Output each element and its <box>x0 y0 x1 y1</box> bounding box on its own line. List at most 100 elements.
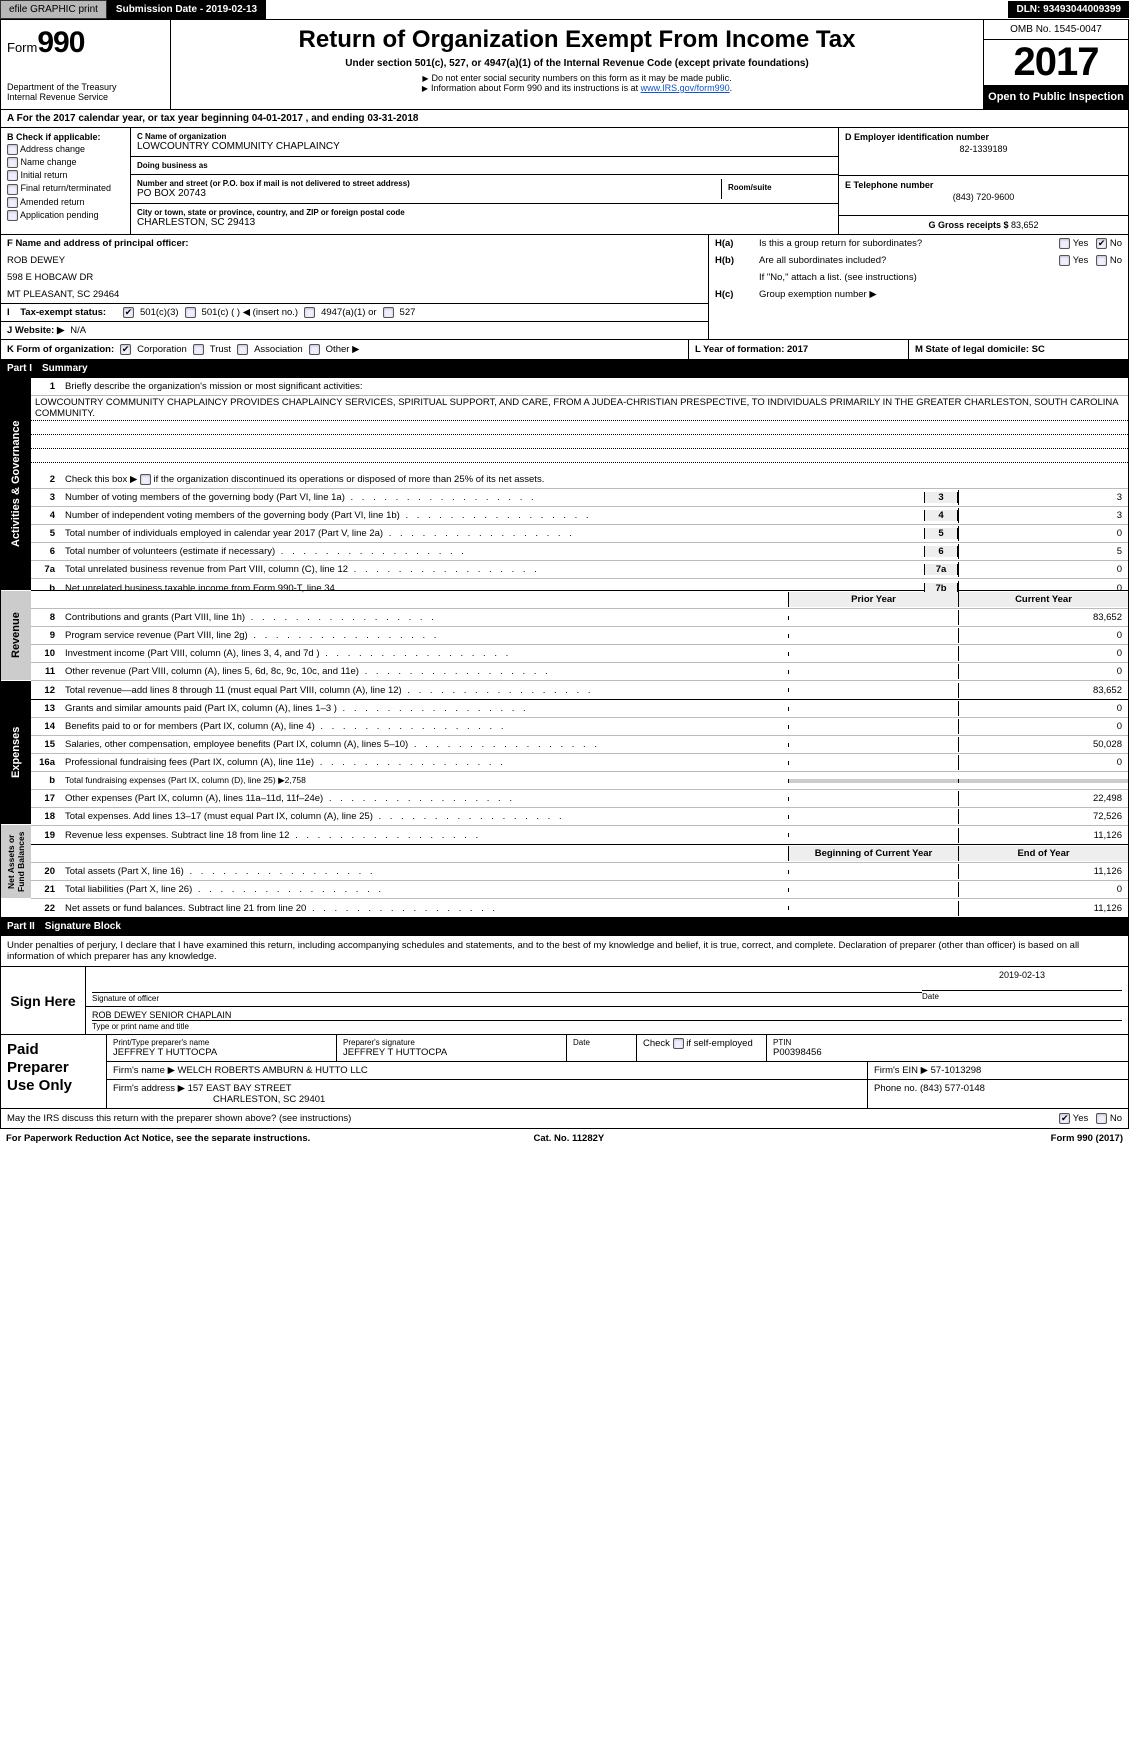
cb-hb-yes[interactable] <box>1059 255 1070 266</box>
officer-addr1: 598 E HOBCAW DR <box>7 272 93 283</box>
form-subtitle: Under section 501(c), 527, or 4947(a)(1)… <box>181 58 973 69</box>
hdr-beg-year: Beginning of Current Year <box>788 846 958 861</box>
hb-no: No <box>1110 255 1122 266</box>
hdr-prior-year: Prior Year <box>788 592 958 607</box>
column-deg: D Employer identification number 82-1339… <box>838 128 1128 234</box>
line-b: b Total fundraising expenses (Part IX, c… <box>31 772 1128 790</box>
form-990-big: 990 <box>37 26 84 59</box>
l-year-formation: L Year of formation: 2017 <box>695 344 808 355</box>
ha-label: H(a) <box>715 238 759 249</box>
cb-discuss-yes[interactable] <box>1059 1113 1070 1124</box>
ptin-value: P00398456 <box>773 1047 1122 1058</box>
mission-blank-1 <box>31 421 1128 435</box>
cb-app-pending[interactable] <box>7 210 18 221</box>
city-label: City or town, state or province, country… <box>137 208 832 217</box>
hc-text: Group exemption number ▶ <box>759 289 1122 300</box>
column-h: H(a) Is this a group return for subordin… <box>708 235 1128 339</box>
block-fhij: F Name and address of principal officer:… <box>0 235 1129 340</box>
lbl-address-change: Address change <box>20 144 85 154</box>
firm-phone: (843) 577-0148 <box>920 1083 985 1094</box>
hb-label: H(b) <box>715 255 759 266</box>
line-19: 19 Revenue less expenses. Subtract line … <box>31 826 1128 844</box>
cb-initial-return[interactable] <box>7 170 18 181</box>
signature-block: Under penalties of perjury, I declare th… <box>0 936 1129 1035</box>
footer-cat-no: Cat. No. 11282Y <box>533 1133 604 1144</box>
ptin-label: PTIN <box>773 1038 1122 1047</box>
mission-blank-3 <box>31 449 1128 463</box>
paid-preparer-block: Paid Preparer Use Only Print/Type prepar… <box>0 1035 1129 1109</box>
cb-other[interactable] <box>309 344 320 355</box>
cb-501c3[interactable] <box>123 307 134 318</box>
website-label: J Website: ▶ <box>7 325 64 336</box>
opt-corp: Corporation <box>137 344 187 355</box>
vtab-net-assets: Net Assets or Fund Balances <box>1 825 31 899</box>
org-name: LOWCOUNTRY COMMUNITY CHAPLAINCY <box>137 141 832 152</box>
line-12: 12 Total revenue—add lines 8 through 11 … <box>31 681 1128 699</box>
cb-ha-no[interactable] <box>1096 238 1107 249</box>
submission-date: Submission Date - 2019-02-13 <box>107 0 266 19</box>
cb-name-change[interactable] <box>7 157 18 168</box>
gross-receipts-label: G Gross receipts $ <box>928 220 1011 230</box>
line-7a: 7a Total unrelated business revenue from… <box>31 561 1128 579</box>
hb-note: If "No," attach a list. (see instruction… <box>759 272 917 283</box>
cb-address-change[interactable] <box>7 144 18 155</box>
gross-receipts-value: 83,652 <box>1011 220 1039 230</box>
cb-527[interactable] <box>383 307 394 318</box>
firm-ein-label: Firm's EIN ▶ <box>874 1065 928 1076</box>
part1-title: Summary <box>42 363 88 374</box>
part1-grid: Activities & Governance Revenue Expenses… <box>0 378 1129 918</box>
cb-501c[interactable] <box>185 307 196 318</box>
vtab-expenses: Expenses <box>1 681 31 825</box>
room-label: Room/suite <box>728 183 826 192</box>
top-bar: efile GRAPHIC print Submission Date - 20… <box>0 0 1129 19</box>
irs-discuss-text: May the IRS discuss this return with the… <box>7 1113 351 1124</box>
phone-value: (843) 720-9600 <box>845 192 1122 202</box>
line-21: 21 Total liabilities (Part X, line 26) 0 <box>31 881 1128 899</box>
m-state-domicile: M State of legal domicile: SC <box>915 344 1045 355</box>
signature-declaration: Under penalties of perjury, I declare th… <box>1 936 1128 966</box>
opt-501c: 501(c) ( ) ◀ (insert no.) <box>202 307 299 318</box>
firm-addr-label: Firm's address ▶ <box>113 1083 185 1094</box>
firm-addr: 157 EAST BAY STREET <box>188 1083 292 1094</box>
department-label: Department of the Treasury Internal Reve… <box>7 82 164 102</box>
line-4: 4 Number of independent voting members o… <box>31 507 1128 525</box>
line-15: 15 Salaries, other compensation, employe… <box>31 736 1128 754</box>
ein-value: 82-1339189 <box>845 144 1122 154</box>
efile-print-button[interactable]: efile GRAPHIC print <box>0 0 107 19</box>
cb-self-employed[interactable] <box>673 1038 684 1049</box>
cb-corp[interactable] <box>120 344 131 355</box>
part2-title: Signature Block <box>45 921 121 932</box>
vtab-revenue: Revenue <box>1 591 31 681</box>
officer-label: F Name and address of principal officer: <box>7 238 189 249</box>
block-bcdeg: B Check if applicable: Address change Na… <box>0 128 1129 235</box>
dln-label: DLN: 93493044009399 <box>1008 1 1129 18</box>
ein-label: D Employer identification number <box>845 132 1122 142</box>
irs-link[interactable]: www.IRS.gov/form990 <box>641 83 730 93</box>
mission-text: LOWCOUNTRY COMMUNITY CHAPLAINCY PROVIDES… <box>31 396 1128 421</box>
cb-4947[interactable] <box>304 307 315 318</box>
cb-trust[interactable] <box>193 344 204 355</box>
line-22: 22 Net assets or fund balances. Subtract… <box>31 899 1128 917</box>
line-10: 10 Investment income (Part VIII, column … <box>31 645 1128 663</box>
cb-discontinued[interactable] <box>140 474 151 485</box>
cb-hb-no[interactable] <box>1096 255 1107 266</box>
ha-yes: Yes <box>1073 238 1089 249</box>
firm-name: WELCH ROBERTS AMBURN & HUTTO LLC <box>178 1065 368 1076</box>
q2-checkbox-text: Check this box ▶ if the organization dis… <box>65 474 544 485</box>
prep-sig-label: Preparer's signature <box>343 1038 560 1047</box>
cb-assoc[interactable] <box>237 344 248 355</box>
hdr-end-year: End of Year <box>958 846 1128 861</box>
lbl-initial-return: Initial return <box>21 170 68 180</box>
opt-other: Other ▶ <box>326 344 360 355</box>
cb-amended[interactable] <box>7 197 18 208</box>
part2-label: Part II <box>7 921 35 932</box>
cb-ha-yes[interactable] <box>1059 238 1070 249</box>
form-title: Return of Organization Exempt From Incom… <box>181 26 973 54</box>
row-klm: K Form of organization: Corporation Trus… <box>0 340 1129 360</box>
cb-discuss-no[interactable] <box>1096 1113 1107 1124</box>
page-footer: For Paperwork Reduction Act Notice, see … <box>0 1129 1129 1148</box>
line-9: 9 Program service revenue (Part VIII, li… <box>31 627 1128 645</box>
cb-final-return[interactable] <box>7 184 18 195</box>
line-3: 3 Number of voting members of the govern… <box>31 489 1128 507</box>
footer-form-no: Form 990 (2017) <box>1051 1133 1123 1144</box>
